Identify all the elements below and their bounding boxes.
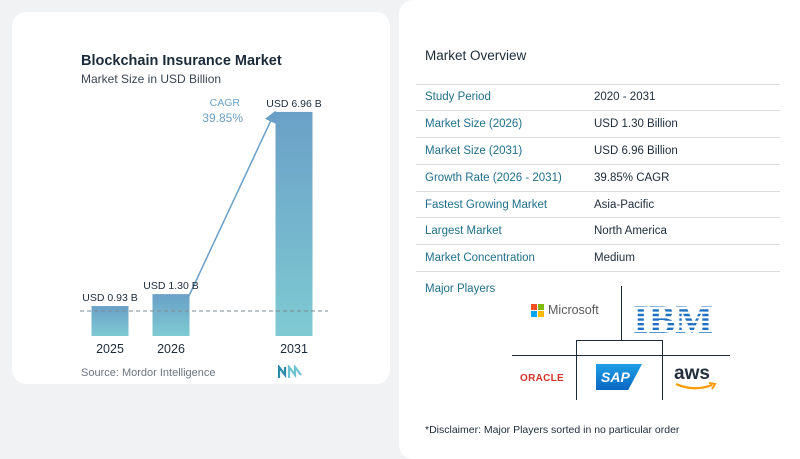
microsoft-logo: Microsoft	[531, 303, 599, 317]
sap-logo: SAP	[596, 364, 642, 390]
overview-value: USD 6.96 Billion	[594, 144, 678, 157]
overview-table: Study Period 2020 - 2031 Market Size (202…	[416, 84, 780, 273]
aws-logo-text: aws	[674, 363, 710, 384]
microsoft-icon	[531, 303, 544, 317]
overview-label: Largest Market	[425, 225, 502, 238]
overview-label: Market Size (2026)	[425, 117, 523, 130]
overview-label: Market Size (2031)	[425, 144, 523, 157]
major-players-title: Major Players	[425, 283, 496, 295]
ibm-logo: IBM	[634, 300, 712, 336]
overview-row: Largest Market North America	[416, 218, 780, 246]
oracle-logo: ORACLE	[520, 373, 564, 384]
cagr-label: CAGR	[210, 97, 241, 109]
overview-row: Study Period 2020 - 2031	[416, 84, 780, 111]
overview-row: Market Concentration Medium	[416, 245, 780, 273]
overview-row: Market Size (2026) USD 1.30 Billion	[416, 111, 780, 138]
cagr-value: 39.85%	[202, 111, 243, 125]
aws-smile-icon	[675, 382, 717, 390]
overview-title: Market Overview	[425, 48, 527, 63]
overview-value: 39.85% CAGR	[594, 171, 670, 184]
overview-label: Growth Rate (2026 - 2031)	[425, 171, 562, 184]
bar-chart: CAGR 39.85% USD 0.93 B 2025 USD 1.30 B 2026…	[80, 97, 328, 356]
bar-2026	[152, 294, 190, 336]
players-grid-divider	[576, 340, 663, 341]
sap-logo-text: SAP	[601, 369, 630, 385]
overview-row: Growth Rate (2026 - 2031) 39.85% CAGR	[416, 165, 780, 192]
players-grid-divider	[621, 286, 622, 340]
chart-title: Blockchain Insurance Market	[81, 53, 282, 69]
bar-value-label: USD 1.30 B	[143, 280, 198, 292]
players-grid-divider	[576, 340, 577, 400]
x-tick-label: 2026	[157, 342, 185, 356]
overview-label: Study Period	[425, 91, 491, 104]
overview-row: Fastest Growing Market Asia-Pacific	[416, 192, 780, 219]
oracle-logo-text: ORACLE	[520, 373, 565, 384]
bar-value-label: USD 6.96 B	[266, 98, 321, 110]
overview-label: Market Concentration	[425, 252, 535, 265]
ibm-logo-text: IBM	[634, 300, 712, 336]
bar-2031	[275, 111, 313, 336]
mordor-logo-icon	[278, 365, 302, 379]
overview-row: Market Size (2031) USD 6.96 Billion	[416, 138, 780, 165]
source-note: Source: Mordor Intelligence	[81, 367, 216, 379]
ibm-icon: IBM	[634, 300, 712, 336]
aws-logo: aws	[674, 363, 718, 391]
microsoft-logo-text: Microsoft	[548, 303, 599, 317]
disclaimer-note: *Disclaimer: Major Players sorted in no …	[425, 424, 680, 436]
overview-value: 2020 - 2031	[594, 91, 656, 104]
overview-value: USD 1.30 Billion	[594, 117, 678, 130]
overview-label: Fastest Growing Market	[425, 198, 548, 211]
players-grid-divider	[512, 355, 730, 356]
players-grid-divider	[662, 340, 663, 400]
overview-value: Medium	[594, 252, 635, 265]
x-tick-label: 2025	[96, 342, 124, 356]
chart-card	[12, 12, 390, 384]
x-tick-label: 2031	[280, 342, 308, 356]
cagr-arrow	[187, 110, 276, 299]
sap-icon: SAP	[596, 364, 642, 390]
overview-value: North America	[594, 225, 667, 238]
overview-value: Asia-Pacific	[594, 198, 655, 211]
bar-value-label: USD 0.93 B	[82, 292, 137, 304]
chart-subtitle: Market Size in USD Billion	[81, 72, 222, 86]
